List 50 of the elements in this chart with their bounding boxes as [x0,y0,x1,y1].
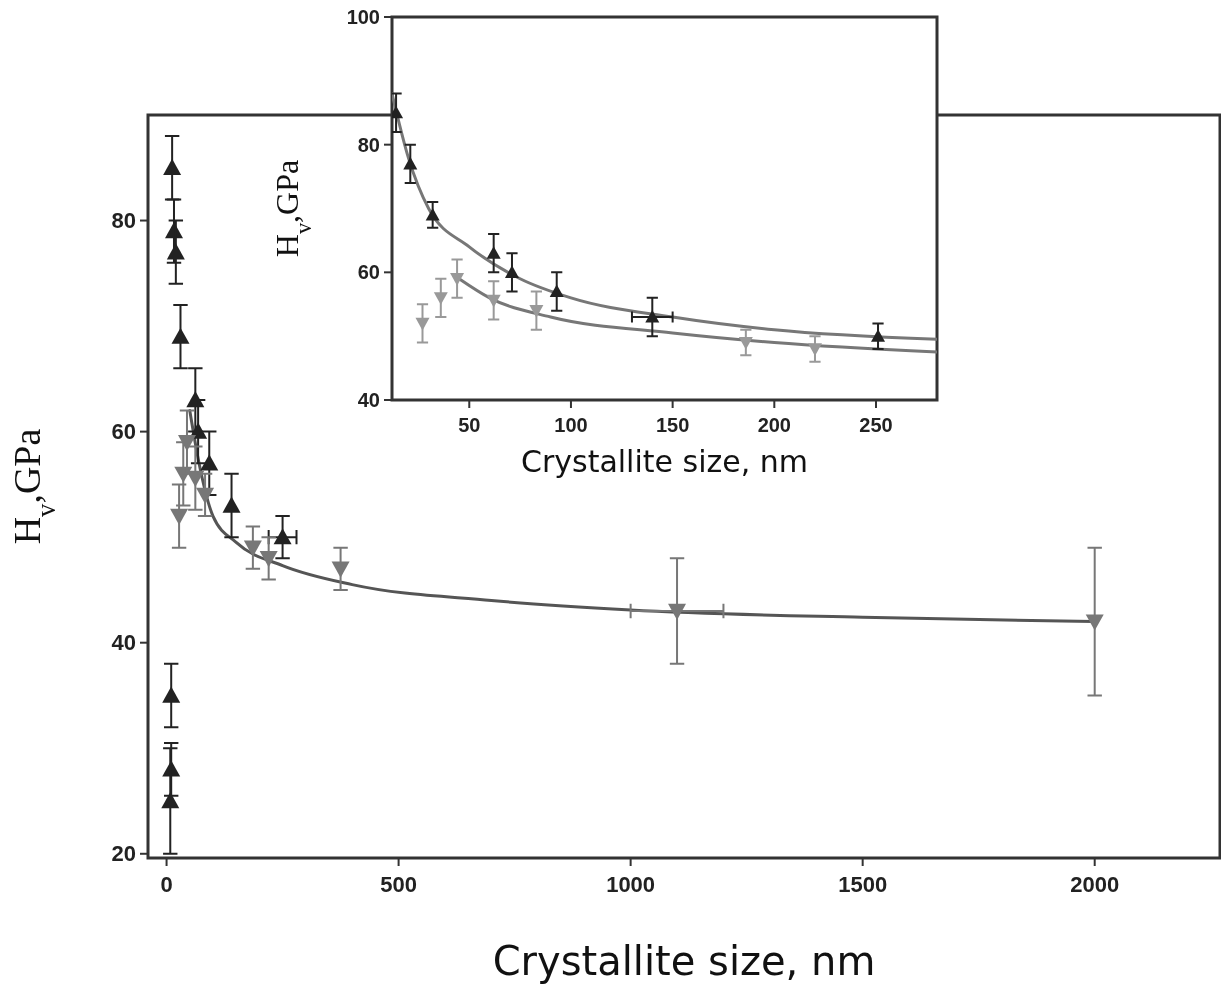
x-tick-label: 200 [757,414,791,436]
point [162,686,181,703]
point [331,561,350,578]
point [166,243,185,260]
x-tick-label: 100 [554,414,588,436]
point [486,294,501,308]
point [486,246,501,259]
point [273,528,292,545]
point [170,508,189,526]
x-tick-label: 2000 [1070,872,1120,897]
point [196,487,215,504]
x-tick-label: 1000 [606,872,656,897]
y-tick-label: 20 [111,841,136,867]
x-tick-label: 250 [859,414,893,436]
point [415,317,430,331]
point [403,156,418,170]
y-tick-label: 40 [357,389,380,411]
point [171,327,190,344]
point [433,292,448,305]
x-axis-title: Crystallite size, nm [492,938,876,984]
point [186,470,205,488]
point [163,158,182,175]
point [807,343,822,356]
x-tick-label: 150 [655,414,690,436]
x-axis-title: Crystallite size, nm [520,444,809,479]
y-tick-label: 100 [346,6,380,28]
y-tick-label: 80 [111,208,136,234]
point [738,336,753,350]
x-tick-label: 1500 [838,872,888,897]
y-tick-label: 60 [357,261,380,284]
point [450,273,465,286]
line-series [392,92,937,341]
point [425,207,440,221]
point [504,265,519,278]
point [871,329,886,342]
point [1085,614,1104,631]
point [645,310,660,323]
y-tick-label: 80 [357,133,380,156]
x-tick-label: 50 [458,414,481,436]
point [222,496,241,513]
point [549,284,564,298]
x-tick-label: 0 [160,872,173,897]
point [177,434,196,452]
point [161,792,180,809]
x-tick-label: 500 [380,872,417,897]
point [259,551,278,568]
y-tick-label: 40 [111,630,136,656]
point [529,305,544,318]
y-tick-label: 60 [111,419,136,445]
point [200,454,219,471]
